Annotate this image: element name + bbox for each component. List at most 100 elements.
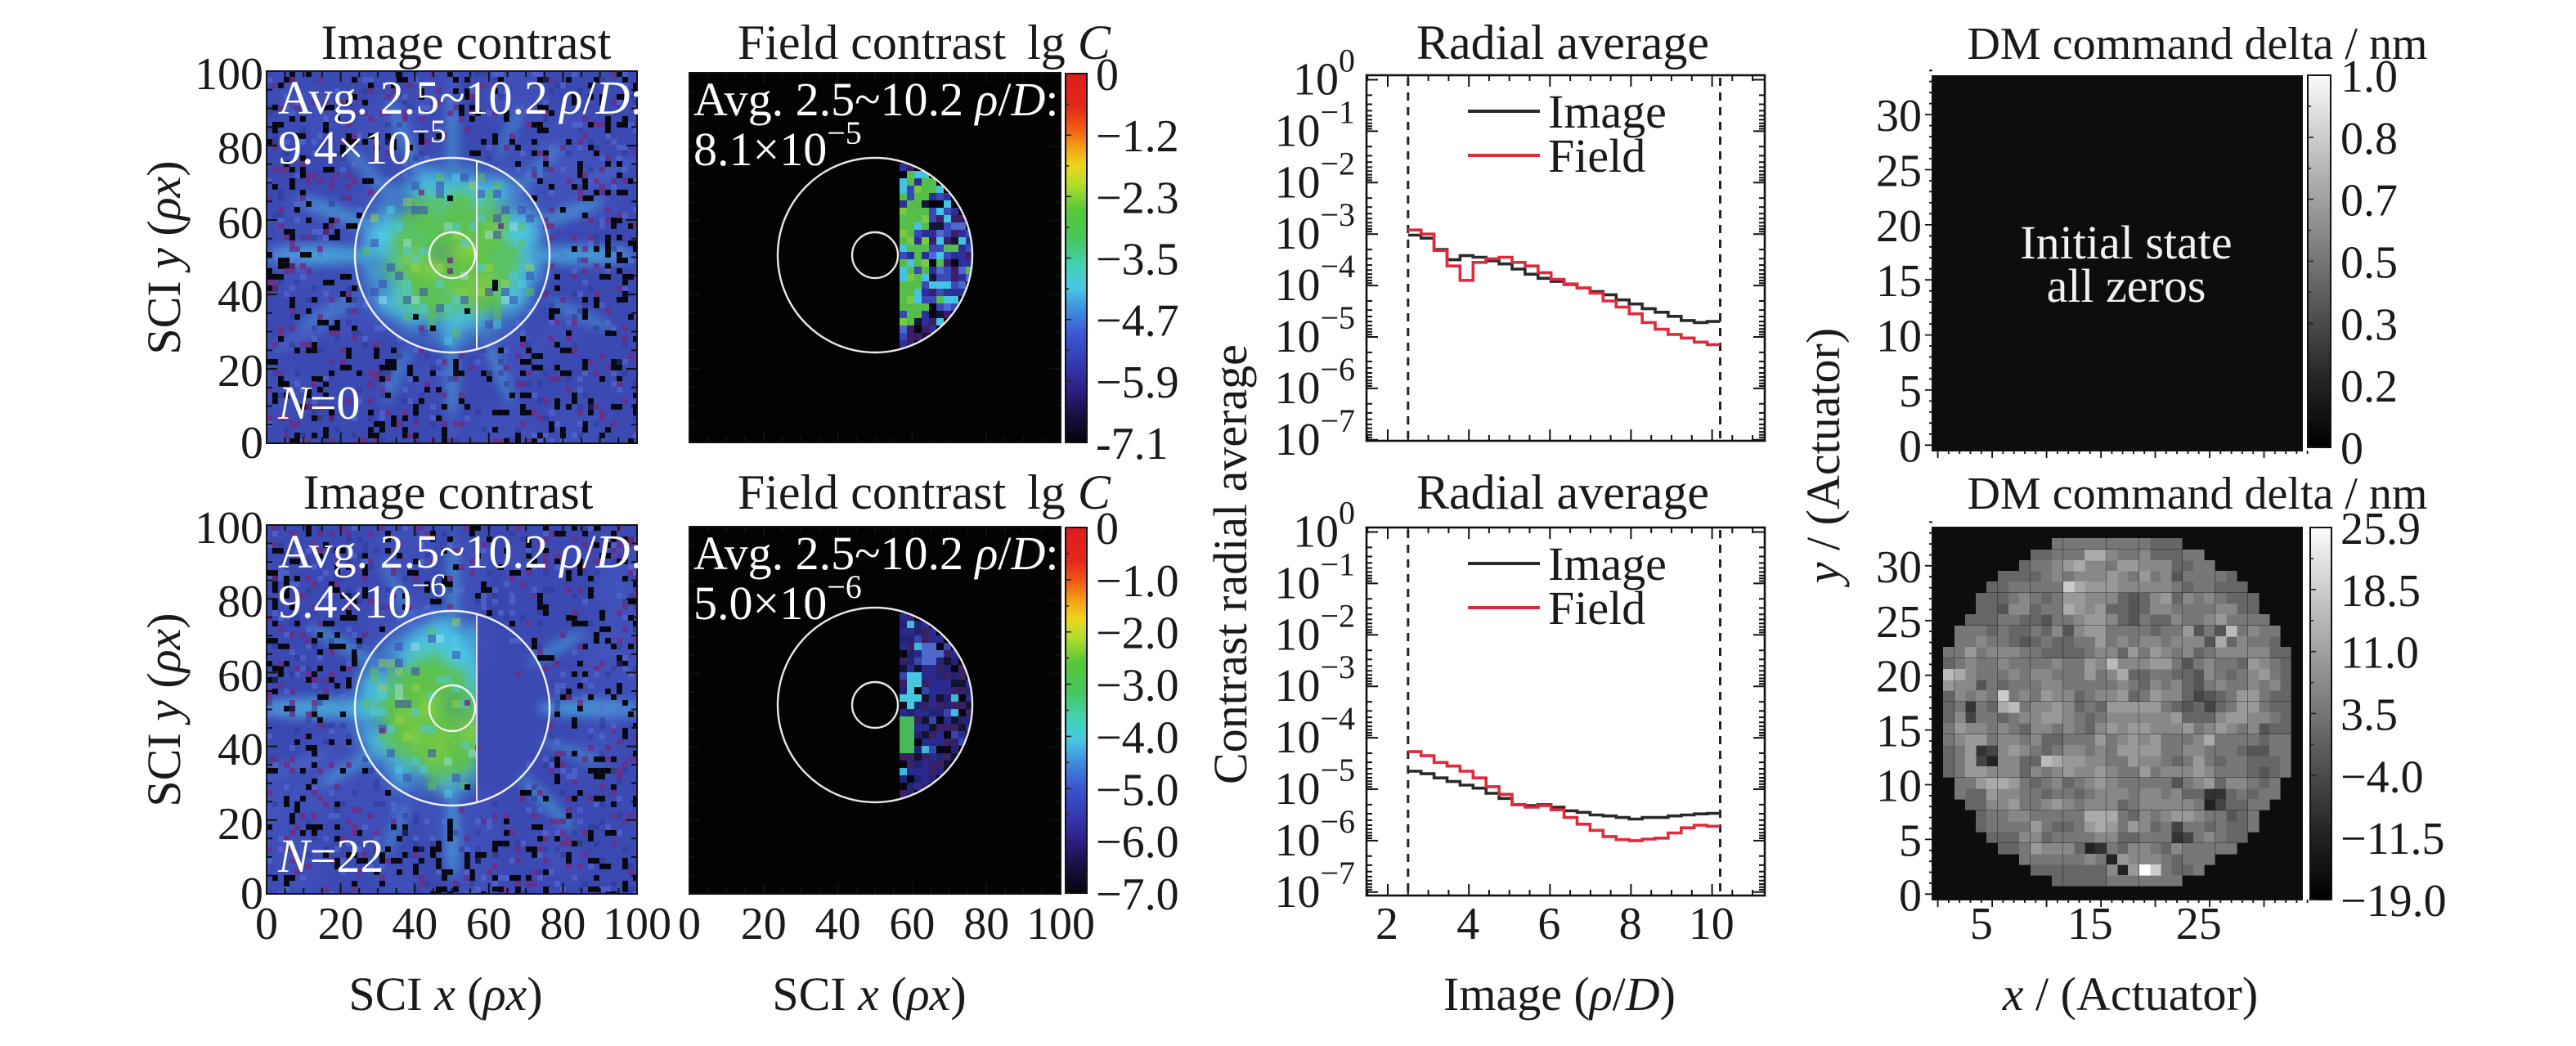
- svg-text:−1.0: −1.0: [1096, 556, 1179, 607]
- svg-text:20: 20: [1876, 652, 1922, 703]
- svg-text:-7.1: -7.1: [1096, 419, 1169, 469]
- svg-text:0: 0: [240, 869, 263, 919]
- svg-text:0.3: 0.3: [2340, 299, 2398, 350]
- svg-text:0: 0: [1899, 421, 1922, 472]
- svg-text:SCI y (ρx): SCI y (ρx): [137, 613, 191, 806]
- svg-text:60: 60: [466, 899, 512, 949]
- svg-text:lg C: lg C: [1027, 465, 1111, 519]
- svg-text:40: 40: [815, 899, 861, 949]
- svg-text:N=0: N=0: [277, 376, 360, 429]
- svg-text:−19.0: −19.0: [2340, 876, 2447, 927]
- svg-text:100: 100: [195, 503, 263, 554]
- svg-text:N=22: N=22: [277, 829, 384, 882]
- svg-text:80: 80: [218, 123, 263, 174]
- svg-text:1.0: 1.0: [2340, 52, 2398, 102]
- svg-text:20: 20: [218, 346, 263, 397]
- svg-text:5: 5: [1899, 815, 1922, 866]
- svg-text:25: 25: [2176, 899, 2222, 949]
- svg-text:20: 20: [318, 899, 364, 949]
- svg-text:80: 80: [540, 899, 586, 949]
- svg-text:3.5: 3.5: [2340, 690, 2398, 741]
- svg-text:8: 8: [1619, 899, 1642, 949]
- svg-text:Radial average: Radial average: [1416, 16, 1709, 70]
- svg-text:60: 60: [218, 198, 263, 249]
- svg-text:80: 80: [963, 899, 1009, 949]
- svg-text:40: 40: [392, 899, 438, 949]
- svg-text:−2.3: −2.3: [1096, 173, 1179, 223]
- svg-text:Image: Image: [1548, 85, 1667, 138]
- svg-text:11.0: 11.0: [2340, 628, 2419, 679]
- svg-text:5: 5: [1899, 366, 1922, 417]
- svg-text:0: 0: [255, 899, 278, 949]
- svg-text:20: 20: [741, 899, 787, 949]
- svg-text:0: 0: [1096, 504, 1119, 554]
- svg-text:Image contrast: Image contrast: [321, 16, 612, 70]
- svg-text:−1.2: −1.2: [1096, 111, 1179, 162]
- svg-text:−2.0: −2.0: [1096, 608, 1179, 659]
- svg-text:60: 60: [218, 651, 263, 702]
- svg-text:lg C: lg C: [1027, 16, 1111, 70]
- svg-text:15: 15: [2067, 899, 2113, 949]
- svg-text:0.5: 0.5: [2340, 238, 2398, 289]
- svg-text:40: 40: [218, 272, 263, 322]
- svg-text:2: 2: [1376, 899, 1398, 949]
- svg-text:30: 30: [1876, 542, 1922, 593]
- svg-text:DM command delta / nm: DM command delta / nm: [1967, 469, 2427, 519]
- svg-text:−4.0: −4.0: [1096, 712, 1179, 763]
- svg-text:0.8: 0.8: [2340, 114, 2398, 164]
- svg-text:−3.5: −3.5: [1096, 235, 1179, 285]
- svg-text:25: 25: [1876, 146, 1922, 197]
- svg-text:all zeros: all zeros: [2047, 259, 2206, 312]
- svg-text:0: 0: [678, 899, 701, 949]
- svg-text:0: 0: [240, 418, 263, 469]
- svg-text:100: 100: [603, 899, 671, 949]
- svg-text:−7.0: −7.0: [1096, 869, 1179, 920]
- svg-text:−5.9: −5.9: [1096, 357, 1179, 408]
- svg-text:5: 5: [1970, 899, 1993, 949]
- svg-text:DM command delta / nm: DM command delta / nm: [1967, 19, 2427, 70]
- svg-text:0: 0: [2340, 424, 2363, 474]
- svg-text:0: 0: [1096, 50, 1119, 101]
- svg-text:40: 40: [218, 725, 263, 775]
- svg-text:−3.0: −3.0: [1096, 661, 1179, 712]
- svg-text:Initial state: Initial state: [2020, 216, 2232, 269]
- svg-text:18.5: 18.5: [2340, 566, 2421, 617]
- svg-text:y / (Actuator): y / (Actuator): [1797, 328, 1850, 587]
- svg-text:60: 60: [889, 899, 935, 949]
- svg-text:Avg. 2.5~10.2 ρ/D:: Avg. 2.5~10.2 ρ/D:: [278, 525, 643, 578]
- svg-text:Avg. 2.5~10.2 ρ/D:: Avg. 2.5~10.2 ρ/D:: [693, 527, 1058, 580]
- svg-text:Field: Field: [1548, 581, 1645, 635]
- svg-text:20: 20: [1876, 201, 1922, 252]
- svg-text:SCI x (ρx): SCI x (ρx): [772, 967, 966, 1021]
- svg-text:15: 15: [1876, 707, 1922, 757]
- svg-text:25.9: 25.9: [2340, 504, 2421, 554]
- svg-text:Avg. 2.5~10.2 ρ/D:: Avg. 2.5~10.2 ρ/D:: [693, 73, 1058, 126]
- svg-text:Image: Image: [1548, 537, 1667, 590]
- svg-text:0.2: 0.2: [2340, 361, 2398, 412]
- svg-text:10: 10: [1689, 899, 1735, 949]
- svg-text:Image contrast: Image contrast: [303, 465, 594, 519]
- svg-text:15: 15: [1876, 256, 1922, 307]
- svg-text:Radial average: Radial average: [1416, 465, 1709, 519]
- svg-text:6: 6: [1537, 899, 1560, 949]
- svg-text:25: 25: [1876, 597, 1922, 648]
- svg-text:100: 100: [195, 49, 263, 100]
- svg-text:100: 100: [1026, 899, 1095, 949]
- svg-text:Contrast radial average: Contrast radial average: [1204, 344, 1257, 784]
- svg-text:−5.0: −5.0: [1096, 765, 1179, 815]
- svg-text:30: 30: [1876, 91, 1922, 141]
- svg-text:Image (ρ/D): Image (ρ/D): [1443, 967, 1676, 1021]
- svg-text:−4.0: −4.0: [2340, 752, 2424, 802]
- svg-text:−11.5: −11.5: [2340, 814, 2445, 864]
- svg-text:x / (Actuator): x / (Actuator): [2002, 967, 2258, 1021]
- svg-text:0: 0: [1899, 870, 1922, 921]
- svg-text:SCI y (ρx): SCI y (ρx): [137, 160, 191, 354]
- svg-text:80: 80: [218, 577, 263, 627]
- svg-text:0.7: 0.7: [2340, 176, 2398, 227]
- svg-text:20: 20: [218, 799, 263, 850]
- svg-text:Field contrast: Field contrast: [738, 465, 1007, 519]
- svg-text:10: 10: [1876, 312, 1922, 362]
- svg-text:SCI x (ρx): SCI x (ρx): [348, 967, 542, 1021]
- svg-text:−6.0: −6.0: [1096, 817, 1179, 868]
- svg-text:Field contrast: Field contrast: [738, 16, 1007, 70]
